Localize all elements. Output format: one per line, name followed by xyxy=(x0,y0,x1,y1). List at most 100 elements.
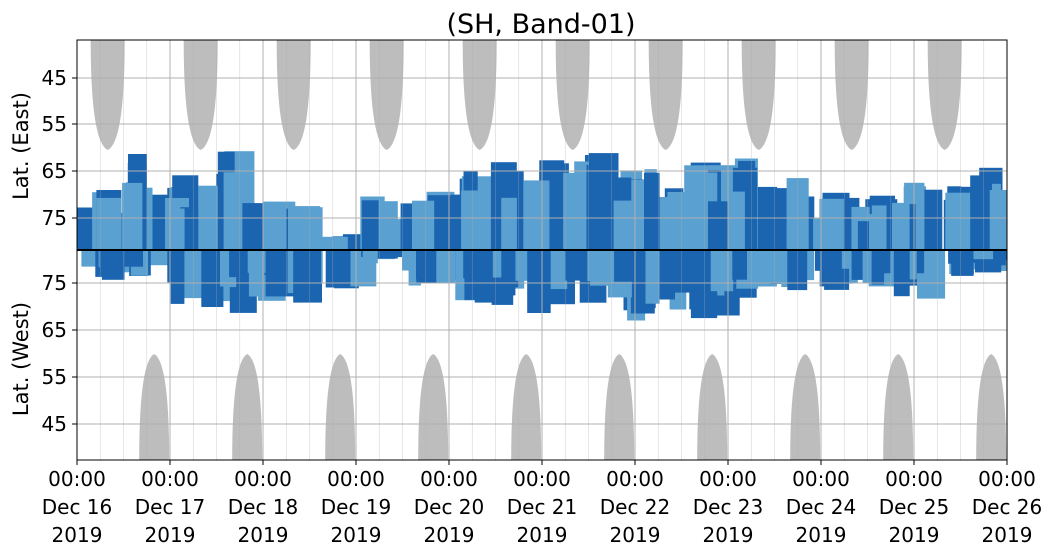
daylight-region-west xyxy=(883,354,914,460)
activity-west xyxy=(124,250,143,267)
x-tick-year: 2019 xyxy=(889,523,940,547)
x-tick-date: Dec 23 xyxy=(693,495,764,519)
activity-west xyxy=(645,250,660,304)
activity-east xyxy=(613,200,636,250)
activity-west xyxy=(402,250,413,271)
x-tick-date: Dec 16 xyxy=(42,495,113,519)
daylight-region-east xyxy=(834,40,869,150)
activity-west xyxy=(247,250,272,273)
x-tick-time: 00:00 xyxy=(606,467,664,491)
activity-west xyxy=(416,250,437,284)
activity-west xyxy=(689,250,711,310)
activity-west xyxy=(732,250,747,280)
activity-west xyxy=(296,250,322,297)
activity-east xyxy=(169,208,185,250)
activity-west xyxy=(229,250,243,278)
x-tick-year: 2019 xyxy=(982,523,1033,547)
x-tick-date: Dec 24 xyxy=(786,495,857,519)
activity-east xyxy=(892,202,910,250)
activity-east xyxy=(501,197,517,250)
x-tick-date: Dec 26 xyxy=(972,495,1043,519)
activity-east xyxy=(970,175,992,250)
daylight-region-west xyxy=(325,354,356,460)
activity-east xyxy=(989,190,1007,250)
daylight-region-east xyxy=(555,40,590,150)
x-tick-date: Dec 18 xyxy=(228,495,299,519)
activity-west xyxy=(374,250,398,259)
activity-west xyxy=(501,250,516,296)
daylight-region-west xyxy=(511,354,542,460)
x-tick-time: 00:00 xyxy=(327,467,385,491)
x-tick-time: 00:00 xyxy=(141,467,199,491)
activity-west xyxy=(871,250,885,285)
daylight-region-east xyxy=(183,40,218,150)
x-tick-year: 2019 xyxy=(796,523,847,547)
activity-west xyxy=(201,250,224,307)
activity-east xyxy=(223,172,239,250)
daylight-region-west xyxy=(139,354,170,460)
activity-west xyxy=(170,250,185,304)
activity-east xyxy=(461,190,485,250)
activity-east xyxy=(523,180,550,250)
y-tick-label-east: 45 xyxy=(42,66,67,90)
axis-ticks: 45 55 65 75 75 65 55 45 00:00 Dec 16 2019 00:00 Dec … xyxy=(42,66,1043,547)
activity-east xyxy=(684,165,708,250)
daylight-region-east xyxy=(276,40,311,150)
activity-east xyxy=(320,236,348,250)
activity-east xyxy=(412,200,435,250)
y-tick-label-east: 55 xyxy=(42,112,67,136)
y-tick-label-west: 75 xyxy=(42,271,67,295)
y-tick-label-west: 55 xyxy=(42,365,67,389)
daylight-region-east xyxy=(369,40,404,150)
chart-title: (SH, Band-01) xyxy=(446,9,635,40)
activity-east xyxy=(294,207,323,250)
activity-west xyxy=(951,250,974,276)
activity-west xyxy=(325,250,351,288)
daylight-region-east xyxy=(648,40,683,150)
activity-east xyxy=(400,203,413,250)
x-tick-date: Dec 20 xyxy=(414,495,485,519)
activity-west xyxy=(389,250,411,258)
activity-west xyxy=(819,250,842,287)
x-tick-year: 2019 xyxy=(52,523,103,547)
x-tick-year: 2019 xyxy=(610,523,661,547)
x-tick-date: Dec 21 xyxy=(507,495,578,519)
x-tick-year: 2019 xyxy=(331,523,382,547)
daylight-region-east xyxy=(462,40,497,150)
x-tick-date: Dec 25 xyxy=(879,495,950,519)
x-tick-time: 00:00 xyxy=(234,467,292,491)
x-tick-date: Dec 19 xyxy=(321,495,392,519)
y-axis-label-east: Lat. (East) xyxy=(9,92,33,200)
plot-area xyxy=(76,39,1008,461)
activity-east xyxy=(563,172,585,250)
x-tick-year: 2019 xyxy=(145,523,196,547)
y-tick-label-east: 75 xyxy=(42,206,67,230)
activity-west xyxy=(464,250,486,300)
x-tick-time: 00:00 xyxy=(699,467,757,491)
activity-west xyxy=(707,250,734,292)
y-tick-label-east: 65 xyxy=(42,159,67,183)
activity-east xyxy=(728,191,745,250)
daylight-region-west xyxy=(976,354,1007,460)
daylight-region-west xyxy=(232,354,263,460)
activity-west xyxy=(893,250,910,297)
activity-west xyxy=(787,250,808,291)
x-tick-date: Dec 17 xyxy=(135,495,206,519)
x-tick-date: Dec 22 xyxy=(600,495,671,519)
activity-east xyxy=(945,192,971,250)
x-tick-time: 00:00 xyxy=(513,467,571,491)
daylight-region-west xyxy=(790,354,821,460)
x-tick-time: 00:00 xyxy=(792,467,850,491)
x-tick-time: 00:00 xyxy=(420,467,478,491)
daylight-region-east xyxy=(927,40,962,150)
activity-west xyxy=(565,250,585,281)
activity-west xyxy=(993,250,1007,260)
y-axis-label-west: Lat. (West) xyxy=(9,302,33,416)
activity-west xyxy=(362,250,378,264)
activity-east xyxy=(96,197,122,250)
daylight-region-east xyxy=(90,40,125,150)
x-tick-year: 2019 xyxy=(703,523,754,547)
x-tick-year: 2019 xyxy=(517,523,568,547)
x-tick-time: 00:00 xyxy=(978,467,1036,491)
